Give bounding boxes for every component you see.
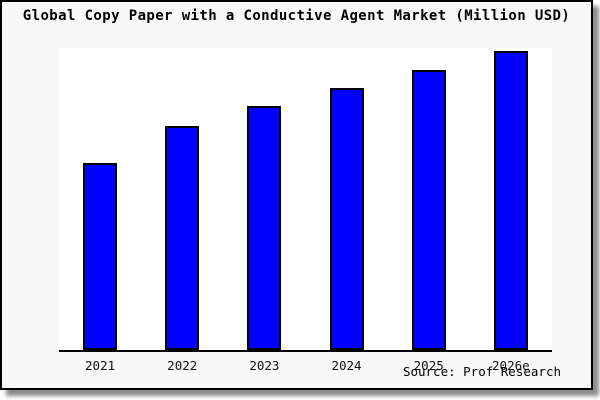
source-credit: Source: Prof Research (402, 364, 561, 379)
bar-2022 (165, 126, 200, 350)
plot-area (59, 48, 552, 352)
bar-2025 (411, 70, 446, 350)
chart-card: Global Copy Paper with a Conductive Agen… (0, 0, 593, 390)
x-tick-label-2022: 2022 (167, 358, 198, 373)
x-axis-labels: 2021 2022 2023 2024 2025 2026e (59, 358, 552, 373)
bar-2021 (83, 163, 118, 350)
bar-2024 (329, 88, 364, 350)
bars-container (59, 48, 552, 350)
chart-title: Global Copy Paper with a Conductive Agen… (22, 8, 571, 24)
bar-2026e (493, 51, 528, 350)
bar-2023 (247, 106, 282, 350)
x-tick-label-2025: 2025 (413, 358, 444, 373)
x-tick-label-2026e: 2026e (492, 358, 530, 373)
x-tick-label-2021: 2021 (85, 358, 116, 373)
x-tick-label-2024: 2024 (331, 358, 362, 373)
x-tick-label-2023: 2023 (249, 358, 280, 373)
